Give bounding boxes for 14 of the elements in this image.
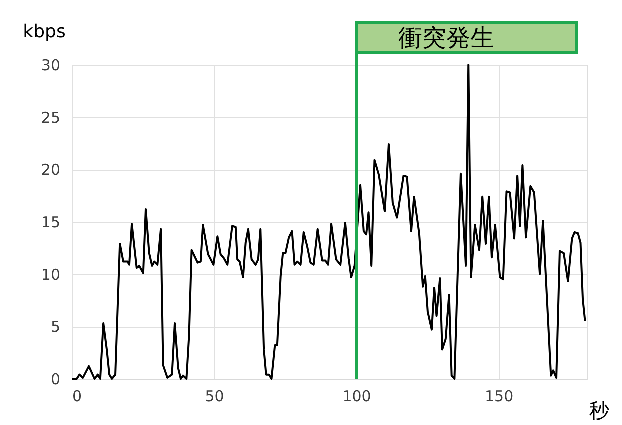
- x-tick-label: 0: [72, 388, 82, 406]
- ref-line-label: 衝突発生: [398, 24, 495, 52]
- x-tick-label: 100: [342, 388, 372, 406]
- x-tick-label: 150: [484, 388, 514, 406]
- x-tick-label: 50: [205, 388, 224, 406]
- x-axis-title: 秒: [590, 398, 610, 422]
- y-tick-label: 30: [41, 56, 60, 74]
- y-tick-label: 0: [50, 370, 60, 388]
- y-tick-label: 5: [50, 318, 60, 336]
- y-tick-label: 10: [41, 266, 60, 284]
- y-tick-label: 20: [41, 161, 60, 180]
- y-tick-label: 15: [41, 214, 60, 232]
- y-axis-title: kbps: [23, 22, 66, 42]
- y-tick-label: 25: [41, 108, 60, 127]
